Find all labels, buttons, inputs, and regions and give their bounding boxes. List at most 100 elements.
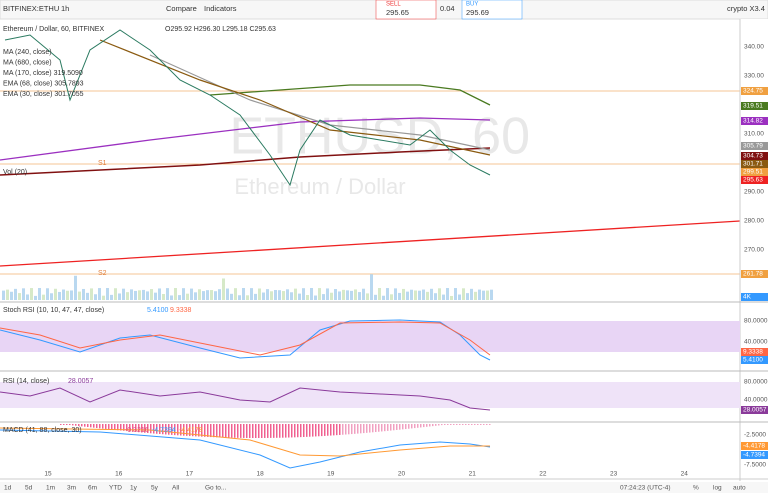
volume-bar bbox=[482, 290, 485, 300]
rsi-tag-label: 28.0057 bbox=[743, 407, 767, 414]
layout[interactable]: crypto X3.4 bbox=[727, 4, 765, 13]
macd-bar bbox=[339, 424, 341, 435]
volume-bar bbox=[210, 290, 213, 300]
range-button[interactable]: 5d bbox=[25, 485, 33, 492]
macd-bar bbox=[435, 424, 437, 426]
macd-bar bbox=[450, 424, 452, 425]
main-pane: ETHUSD, 60 Ethereum / Dollar S1 S2 bbox=[0, 29, 741, 300]
sell-box[interactable] bbox=[375, 0, 437, 20]
macd-bar bbox=[276, 424, 278, 438]
macd-bar bbox=[366, 424, 368, 433]
macd-bar bbox=[162, 424, 164, 435]
macd-bar bbox=[408, 424, 410, 429]
indicators[interactable]: Indicators bbox=[204, 4, 237, 13]
volume-bar bbox=[430, 288, 433, 300]
macd-bar bbox=[336, 424, 338, 436]
range-button[interactable]: 3m bbox=[67, 485, 76, 492]
macd-bar bbox=[258, 424, 260, 438]
macd-bar bbox=[324, 424, 326, 436]
date-label: 20 bbox=[398, 471, 406, 478]
volume-bar bbox=[474, 291, 477, 300]
axis-labels: 340.00330.00320.00310.00300.00290.00280.… bbox=[741, 44, 768, 469]
indicator-label: MA (240, close) bbox=[3, 49, 52, 56]
legend-ohlc: O295.92 H296.30 L295.18 C295.63 bbox=[165, 26, 276, 33]
stoch-d bbox=[0, 321, 491, 356]
scale-option[interactable]: log bbox=[713, 485, 722, 492]
volume-bar bbox=[254, 293, 257, 300]
range-button[interactable]: YTD bbox=[109, 485, 122, 492]
volume-bar bbox=[326, 288, 329, 300]
macd-bar bbox=[486, 424, 488, 425]
macd-bar bbox=[207, 424, 209, 437]
goto-button[interactable]: Go to... bbox=[205, 485, 227, 492]
buy-box[interactable] bbox=[461, 0, 523, 20]
macd-bar bbox=[342, 424, 344, 435]
volume-bar bbox=[230, 293, 233, 300]
signal-line bbox=[0, 427, 490, 457]
macd-bar bbox=[126, 424, 128, 432]
range-button[interactable]: 1m bbox=[46, 485, 55, 492]
macd-bar bbox=[420, 424, 422, 428]
macd-bar bbox=[138, 424, 140, 433]
macd-bar bbox=[447, 424, 449, 425]
macd-bar bbox=[399, 424, 401, 430]
macd-bar bbox=[267, 424, 269, 438]
volume-bar bbox=[82, 288, 85, 300]
macd-bar bbox=[270, 424, 272, 438]
volume-bar bbox=[146, 291, 149, 300]
symbol[interactable]: BITFINEX:ETHU bbox=[3, 4, 59, 13]
macd-bar bbox=[480, 424, 482, 425]
macd-bar bbox=[411, 424, 413, 429]
buy-label: BUY bbox=[466, 2, 478, 8]
interval[interactable]: 1h bbox=[61, 4, 69, 13]
scale-option[interactable]: % bbox=[693, 485, 699, 492]
volume-bar bbox=[70, 290, 73, 300]
volume-bar bbox=[422, 289, 425, 300]
price-tag bbox=[741, 87, 768, 95]
indicator-label: MA (170, close) 319.5090 bbox=[3, 70, 83, 77]
macd-values: -0.3216 -4.7394 -4.4178 bbox=[125, 427, 203, 434]
macd-bar bbox=[174, 424, 176, 436]
range-button[interactable]: 5y bbox=[151, 485, 159, 492]
s2-label: S2 bbox=[98, 270, 107, 277]
volume-bar bbox=[418, 290, 421, 300]
price-tag bbox=[741, 270, 768, 278]
macd-bar bbox=[264, 424, 266, 438]
macd-bar bbox=[282, 424, 284, 438]
macd-tag-label: -4.7394 bbox=[743, 452, 765, 459]
macd-bar bbox=[81, 424, 83, 427]
volume-bar bbox=[138, 290, 141, 300]
volume-bar bbox=[286, 289, 289, 300]
range-button[interactable]: All bbox=[172, 485, 180, 492]
volume-bar bbox=[426, 291, 429, 300]
volume-bar bbox=[226, 288, 229, 300]
compare[interactable]: Compare bbox=[166, 4, 197, 13]
macd-bar bbox=[147, 424, 149, 434]
macd-bar bbox=[414, 424, 416, 429]
range-button[interactable]: 1y bbox=[130, 485, 138, 492]
volume-bar bbox=[318, 288, 321, 300]
volume-bar bbox=[338, 291, 341, 300]
macd-tag bbox=[741, 442, 768, 450]
macd-bar bbox=[405, 424, 407, 430]
volume-bar bbox=[390, 294, 393, 300]
macd-bar bbox=[429, 424, 431, 427]
date-label: 15 bbox=[44, 471, 52, 478]
price-tag-label: 324.75 bbox=[743, 88, 763, 95]
scale-option[interactable]: auto bbox=[733, 485, 746, 492]
macd-bar bbox=[369, 424, 371, 433]
volume-bar bbox=[334, 289, 337, 300]
macd-bar bbox=[273, 424, 275, 438]
volume-bar bbox=[90, 288, 93, 300]
range-button[interactable]: 6m bbox=[88, 485, 97, 492]
macd-bar bbox=[135, 424, 137, 432]
macd-bar bbox=[156, 424, 158, 434]
volume-bar bbox=[306, 295, 309, 300]
volume-bar bbox=[434, 293, 437, 300]
macd-bar bbox=[180, 424, 182, 436]
sell-price: 295.65 bbox=[386, 8, 409, 17]
range-button[interactable]: 1d bbox=[4, 485, 12, 492]
price-tick: 330.00 bbox=[744, 73, 764, 80]
volume-bar bbox=[110, 294, 113, 300]
volume-bar bbox=[398, 292, 401, 300]
